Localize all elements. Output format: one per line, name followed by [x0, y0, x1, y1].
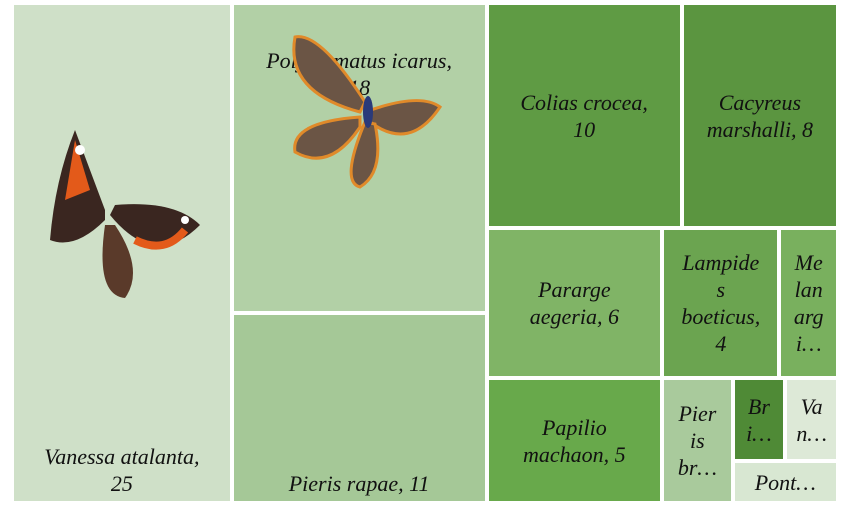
cell-label: Pier is br…	[677, 401, 717, 480]
cell-label: Cacyreus marshalli, 8	[706, 89, 814, 142]
cell-label: Me lan arg i…	[793, 250, 824, 356]
cell-label: Papilio machaon, 5	[523, 414, 626, 467]
butterfly-image	[292, 35, 443, 189]
treemap-cell: Vanessa atalanta, 25	[12, 3, 232, 503]
treemap-cell: Me lan arg i…	[779, 228, 838, 378]
cell-label: Pont…	[754, 469, 816, 495]
treemap-cell: Va n…	[785, 378, 838, 462]
treemap-cell: Pont…	[732, 461, 838, 503]
treemap-cell: Papilio machaon, 5	[486, 378, 663, 503]
treemap-cell: Colias crocea, 10	[486, 3, 682, 228]
cell-label: Va n…	[796, 393, 827, 446]
cell-label: Colias crocea, 10	[520, 89, 648, 142]
treemap-cell: Cacyreus marshalli, 8	[681, 3, 838, 228]
cell-label: Vanessa atalanta, 25	[44, 444, 200, 496]
treemap-cell: Pararge aegeria, 6	[486, 228, 663, 378]
treemap-cell: Br i…	[732, 378, 786, 462]
treemap-cell: Pieris rapae, 11	[231, 313, 487, 503]
cell-label: Pararge aegeria, 6	[529, 277, 619, 329]
treemap-cell: Pier is br…	[662, 378, 733, 503]
cell-label: Br i…	[746, 393, 772, 446]
butterfly-image	[50, 130, 200, 298]
cell-label: Lampide s boeticus, 4	[681, 250, 761, 356]
treemap-cell: Lampide s boeticus, 4	[662, 228, 780, 378]
cell-label: Pieris rapae, 11	[288, 470, 430, 496]
